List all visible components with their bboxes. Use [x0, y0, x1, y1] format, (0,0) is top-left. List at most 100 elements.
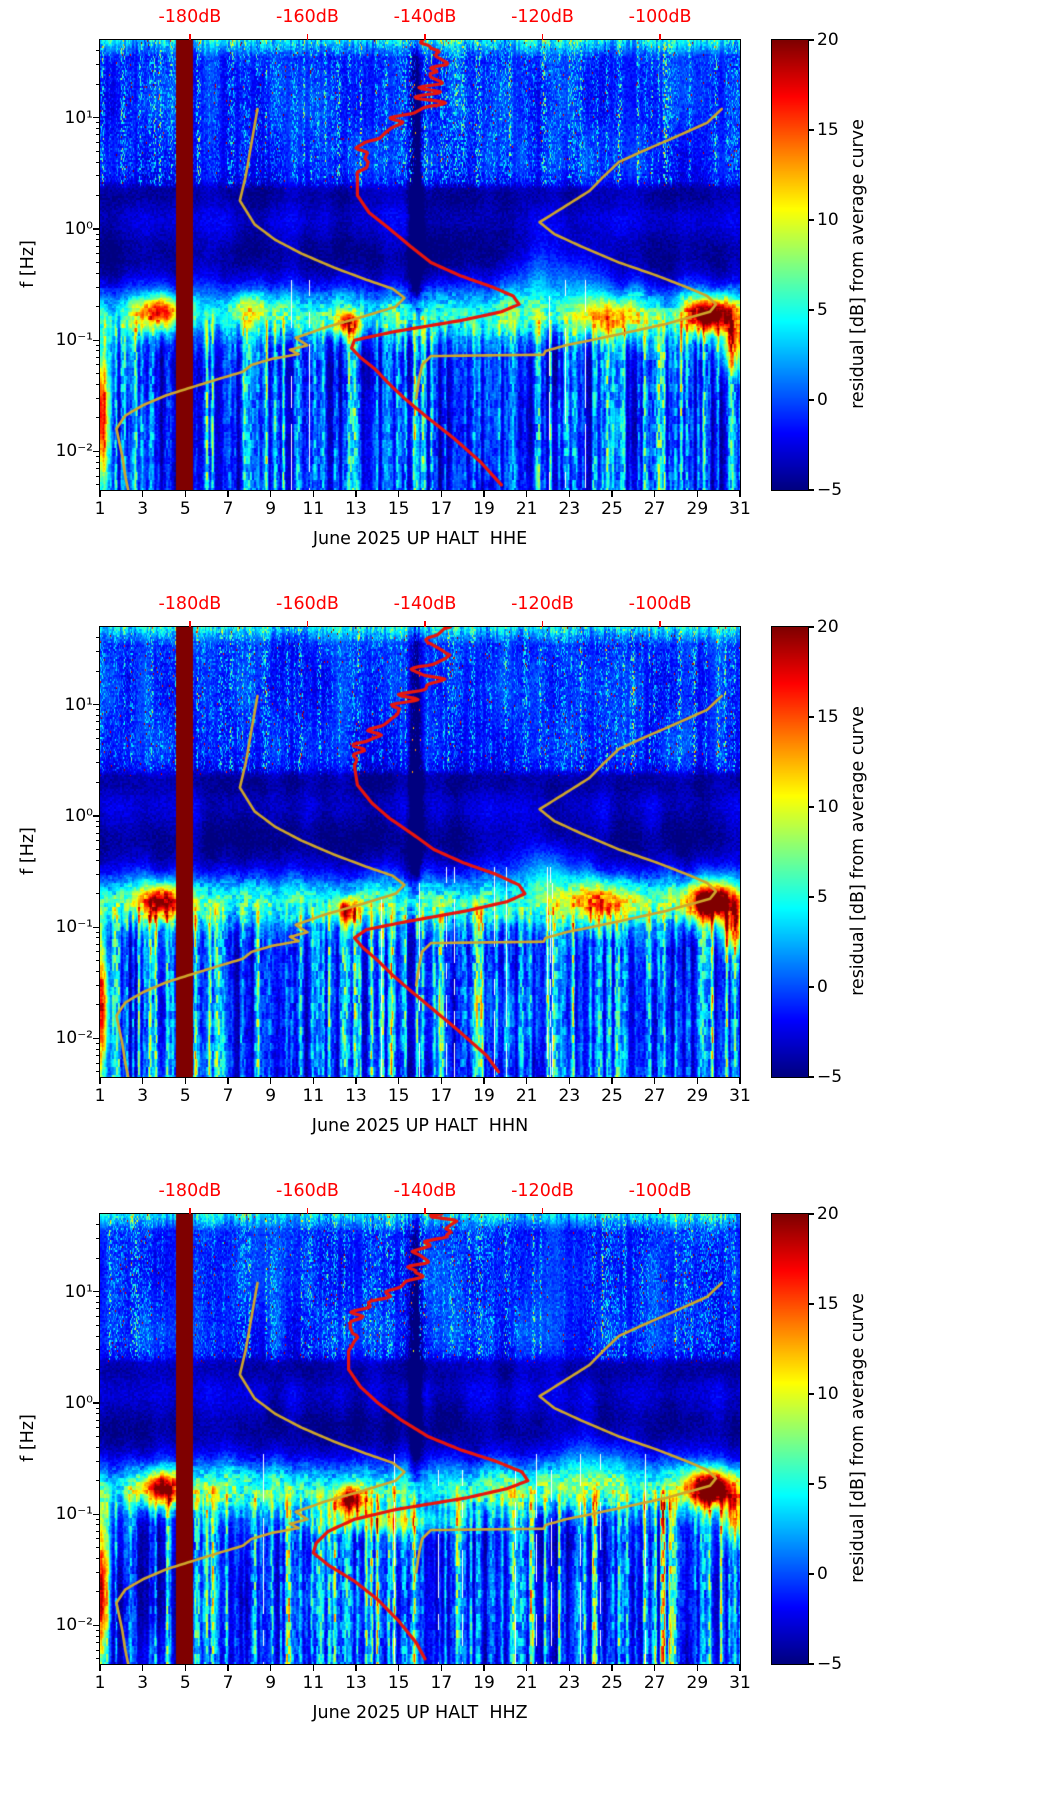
- colorbar-tick: [808, 1076, 814, 1078]
- colorbar-tick-label: 20: [817, 617, 839, 637]
- y-tick-label: 10⁰: [64, 218, 93, 239]
- x-axis-title-hhe: June 2025 UP HALT HHE: [312, 529, 528, 549]
- y-axis-label: f [Hz]: [18, 827, 38, 875]
- y-tick-label: 10⁻²: [55, 1028, 93, 1049]
- y-minor-tick: [96, 848, 100, 850]
- y-minor-tick: [96, 344, 100, 346]
- x-tick-label: 15: [387, 1673, 410, 1693]
- colorbar-hhz: [771, 1213, 809, 1665]
- x-tick: [312, 1664, 315, 1671]
- x-tick: [397, 1077, 400, 1084]
- colorbar-hhe: [771, 39, 809, 491]
- top-axis-label: -140dB: [393, 7, 457, 27]
- y-minor-tick: [96, 960, 100, 962]
- y-minor-tick: [96, 1635, 100, 1637]
- x-tick: [355, 1077, 357, 1084]
- y-minor-tick: [96, 417, 100, 419]
- top-axis-label: -100dB: [628, 594, 692, 614]
- colorbar-tick-label: 10: [817, 797, 839, 817]
- colorbar-label-hhn: residual [dB] from average curve: [848, 706, 868, 996]
- x-tick: [440, 1077, 443, 1084]
- x-tick-label: 17: [430, 1673, 453, 1693]
- colorbar-tick: [808, 1393, 814, 1395]
- y-minor-tick: [96, 261, 100, 263]
- x-tick-label: 21: [515, 1086, 538, 1106]
- top-axis-tick: [659, 1208, 661, 1214]
- colorbar-tick: [808, 1483, 814, 1485]
- colorbar-tick-label: −5: [817, 1654, 843, 1674]
- x-tick-label: 7: [222, 1086, 234, 1106]
- x-tick: [227, 490, 229, 497]
- x-tick-label: 25: [601, 1086, 623, 1106]
- y-minor-tick: [96, 951, 100, 953]
- y-minor-tick: [96, 1004, 100, 1006]
- colorbar-tick-label: 15: [817, 1294, 839, 1314]
- x-tick: [99, 1077, 101, 1084]
- x-tick-label: 23: [558, 1086, 581, 1106]
- y-minor-tick: [96, 373, 100, 375]
- x-tick-label: 17: [430, 1086, 453, 1106]
- x-tick: [696, 490, 699, 497]
- x-tick-label: 5: [179, 1673, 191, 1693]
- y-minor-tick: [96, 1530, 100, 1532]
- x-tick-label: 7: [222, 1673, 234, 1693]
- y-minor-tick: [96, 1413, 100, 1415]
- x-tick-label: 17: [430, 499, 453, 519]
- y-minor-tick: [96, 356, 100, 358]
- colorbar-label-hhz: residual [dB] from average curve: [848, 1293, 868, 1583]
- spectrogram-plot-hhn: [99, 626, 741, 1078]
- y-tick: [93, 815, 100, 817]
- y-tick-label: 10⁻¹: [55, 917, 93, 938]
- colorbar-tick-label: 0: [817, 977, 828, 997]
- top-axis-label: -180dB: [158, 594, 222, 614]
- spectrogram-canvas-hhe: [100, 40, 740, 490]
- y-minor-tick: [96, 984, 100, 986]
- x-tick: [141, 490, 144, 497]
- y-minor-tick: [96, 383, 100, 385]
- x-tick: [269, 1077, 272, 1084]
- y-minor-tick: [96, 175, 100, 177]
- x-tick-label: 27: [643, 499, 666, 519]
- y-tick-label: 10⁻²: [55, 1615, 93, 1636]
- colorbar-tick: [808, 309, 814, 311]
- y-minor-tick: [96, 970, 100, 972]
- x-tick-label: 15: [387, 499, 410, 519]
- y-minor-tick: [96, 651, 100, 653]
- y-minor-tick: [96, 873, 100, 875]
- top-axis-label: -120dB: [511, 1181, 574, 1201]
- top-axis-label: -180dB: [158, 1181, 222, 1201]
- y-minor-tick: [96, 161, 100, 163]
- y-minor-tick: [96, 1308, 100, 1310]
- x-axis-title-hhn: June 2025 UP HALT HHN: [311, 1116, 529, 1136]
- y-minor-tick: [96, 1048, 100, 1050]
- x-tick: [355, 1664, 357, 1671]
- x-tick: [611, 1664, 613, 1671]
- y-tick: [93, 117, 100, 119]
- x-tick-label: 11: [302, 499, 325, 519]
- y-minor-tick: [96, 397, 100, 399]
- top-axis-tick: [424, 34, 426, 40]
- top-axis-tick: [659, 34, 661, 40]
- y-minor-tick: [96, 1480, 100, 1482]
- colorbar-tick-label: 5: [817, 300, 828, 320]
- x-axis-title-hhz: June 2025 UP HALT HHZ: [312, 1703, 528, 1723]
- x-tick-label: 5: [179, 499, 191, 519]
- x-tick-label: 3: [137, 1086, 149, 1106]
- y-minor-tick: [96, 715, 100, 717]
- y-minor-tick: [96, 826, 100, 828]
- y-minor-tick: [96, 64, 100, 66]
- x-tick: [312, 1077, 315, 1084]
- y-minor-tick: [96, 670, 100, 672]
- y-minor-tick: [96, 1630, 100, 1632]
- colorbar-tick-label: 0: [817, 390, 828, 410]
- y-minor-tick: [96, 253, 100, 255]
- top-axis-tick: [541, 621, 544, 627]
- top-axis-tick: [541, 1208, 544, 1214]
- x-tick-label: 1: [94, 499, 106, 519]
- top-axis-tick: [189, 621, 191, 627]
- x-tick-label: 23: [558, 1673, 581, 1693]
- x-tick-label: 9: [265, 1673, 277, 1693]
- colorbar-tick: [808, 129, 814, 131]
- colorbar-tick: [808, 489, 814, 491]
- colorbar-hhn: [771, 626, 809, 1078]
